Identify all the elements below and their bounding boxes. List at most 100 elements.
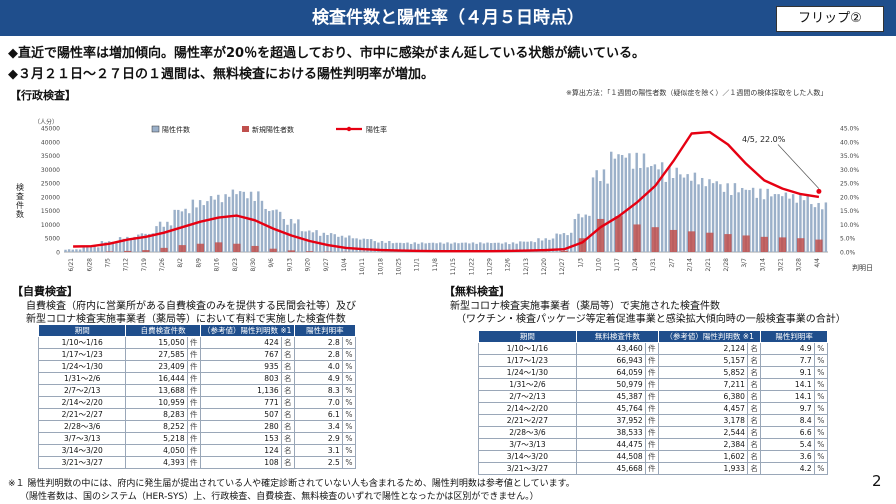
x-tick-label: 2/28 [723, 258, 730, 272]
rate-cell: 3.6 [760, 450, 815, 463]
bar-tests [366, 239, 369, 252]
count-unit: 件 [644, 402, 660, 415]
x-tick-label: 9/6 [268, 258, 275, 268]
y-right-tick-label: 30.0% [840, 167, 859, 174]
positive-unit: 名 [280, 372, 295, 385]
bar-tests [821, 209, 824, 252]
bar-new-positive [815, 239, 823, 252]
count-cell: 27,585 [125, 348, 188, 361]
positive-cell: 1,136 [199, 384, 282, 397]
bar-tests [78, 249, 82, 252]
bar-new-positive [760, 236, 768, 252]
bar-tests [431, 242, 435, 252]
count-unit: 件 [186, 360, 201, 373]
count-unit: 件 [186, 432, 201, 445]
bar-tests [650, 165, 653, 252]
bar-tests [424, 243, 427, 252]
x-tick-label: 3/21 [778, 258, 785, 272]
positive-cell: 108 [199, 456, 282, 469]
rate-unit: % [341, 396, 357, 409]
bar-tests [726, 183, 729, 252]
bar-tests [806, 195, 809, 252]
x-tick-label: 3/14 [759, 258, 766, 272]
self-test-label: 【自費検査】 [12, 285, 78, 298]
bar-tests [548, 239, 551, 252]
bar-tests [690, 180, 693, 252]
x-tick-label: 7/19 [141, 258, 148, 272]
rate-unit: % [341, 372, 357, 385]
rate-cell: 4.2 [760, 462, 815, 475]
bar-tests [748, 190, 751, 252]
rate-cell: 3.4 [293, 420, 343, 433]
count-cell: 8,252 [125, 420, 188, 433]
rate-unit: % [341, 456, 357, 469]
period-cell: 1/31～2/6 [37, 372, 127, 385]
count-unit: 件 [644, 450, 660, 463]
count-cell: 23,409 [125, 360, 188, 373]
admin-chart: 0 5000 10000 15000 20000 25000 30000 35000 40000… [6, 104, 890, 280]
bar-tests [249, 191, 253, 252]
rate-cell: 4.9 [293, 372, 343, 385]
bar-tests [620, 155, 624, 252]
rate-unit: % [813, 378, 829, 391]
bar-tests [158, 221, 162, 252]
count-unit: 件 [186, 408, 201, 421]
table-row: 2/7～2/13 13,688 件 1,136 名 8.3% [37, 384, 357, 397]
y-left-axis-label: 査 [16, 191, 24, 201]
bar-tests [668, 166, 671, 252]
bar-tests [489, 243, 493, 252]
positive-unit: 名 [280, 432, 295, 445]
rate-cell: 6.1 [293, 408, 343, 421]
bar-tests [144, 233, 147, 252]
count-unit: 件 [186, 336, 201, 349]
bar-tests [642, 153, 646, 252]
bar-tests [315, 230, 318, 252]
x-tick-label: 2/21 [705, 258, 712, 272]
bar-new-positive [160, 247, 168, 252]
bar-tests [162, 226, 165, 252]
x-tick-label: 8/23 [232, 258, 239, 272]
positive-cell: 424 [199, 336, 282, 349]
table-row: 1/17～1/23 66,943 件 5,157 名 7.7% [478, 354, 829, 367]
count-cell: 16,444 [125, 372, 188, 385]
bar-tests [777, 194, 780, 252]
positive-cell: 5,852 [658, 366, 748, 379]
bar-tests [213, 199, 216, 252]
bar-tests [675, 167, 678, 252]
bar-tests [591, 177, 595, 252]
rate-unit: % [813, 390, 829, 403]
period-cell: 2/14～2/20 [478, 402, 577, 415]
bar-tests [140, 233, 144, 252]
bar-tests [555, 233, 558, 252]
bar-tests [537, 238, 540, 252]
x-tick-label: 9/27 [323, 258, 330, 272]
positive-unit: 名 [746, 438, 762, 451]
bar-tests [166, 221, 169, 252]
bar-tests [802, 200, 806, 252]
bar-tests [67, 249, 71, 252]
y-left-tick-label: 45000 [41, 126, 60, 133]
positive-unit: 名 [280, 360, 295, 373]
bar-tests [606, 183, 609, 252]
x-tick-label: 4/4 [814, 258, 821, 268]
x-tick-label: 7/5 [104, 258, 111, 268]
x-tick-label: 8/30 [250, 258, 257, 272]
table-row: 2/14～2/20 45,764 件 4,457 名 9.7% [478, 402, 829, 415]
x-tick-label: 11/22 [468, 258, 475, 275]
positive-unit: 名 [280, 396, 295, 409]
table-row: 1/31～2/6 16,444 件 803 名 4.9% [37, 372, 357, 385]
bar-tests [64, 249, 67, 252]
table-row: 2/21～2/27 8,283 件 507 名 6.1% [37, 408, 357, 421]
bar-tests [584, 214, 587, 252]
period-cell: 2/7～2/13 [478, 390, 577, 403]
bar-tests [449, 243, 453, 252]
bar-tests [671, 178, 675, 252]
bar-tests [740, 187, 744, 252]
period-cell: 1/10～1/16 [478, 342, 577, 355]
bar-tests [406, 242, 409, 252]
bar-tests [373, 241, 376, 252]
rate-cell: 8.3 [293, 384, 343, 397]
count-unit: 件 [644, 414, 660, 427]
bar-tests [602, 169, 606, 252]
bar-tests [420, 242, 424, 252]
